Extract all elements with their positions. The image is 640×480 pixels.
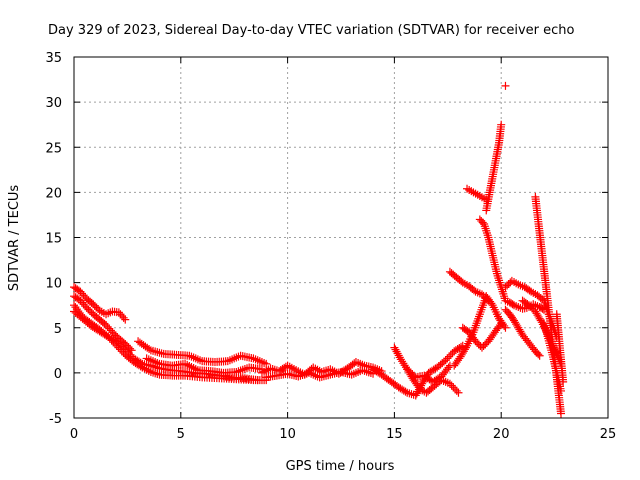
- x-tick-label: 25: [600, 427, 617, 442]
- data-point: [454, 388, 463, 397]
- data-point-interp: [126, 350, 135, 359]
- x-axis-label: GPS time / hours: [286, 459, 395, 474]
- data-point-interp: [124, 349, 133, 358]
- data-point-interp: [451, 385, 460, 394]
- data-point-interp: [401, 387, 410, 396]
- data-point-interp: [487, 299, 496, 308]
- data-point-interp: [136, 358, 145, 367]
- x-tick-label: 0: [70, 427, 78, 442]
- data-point-interp: [508, 300, 517, 309]
- data-point-interp: [495, 321, 504, 330]
- series-arc24: [552, 310, 568, 386]
- series-arc18: [501, 81, 510, 90]
- data-point-interp: [444, 363, 453, 372]
- data-point-interp: [446, 350, 455, 359]
- series-arc11: [403, 361, 454, 386]
- data-point-interp: [449, 383, 458, 392]
- data-point: [557, 386, 566, 395]
- tick-labels: 0 5 10 15 20 25 -5 0 5 10 15 20 25 30 35: [45, 51, 616, 442]
- series-arc19: [501, 305, 544, 360]
- x-tick-label: 15: [386, 427, 403, 442]
- data-point-interp: [452, 386, 461, 395]
- series-arc5: [134, 337, 271, 368]
- data-point: [253, 376, 262, 385]
- y-tick-label: 10: [45, 277, 62, 292]
- y-axis-label: SDTVAR / TECUs: [7, 185, 22, 292]
- y-tick-label: 20: [45, 186, 62, 201]
- y-tick-label: 15: [45, 232, 62, 247]
- y-tick-label: 30: [45, 96, 62, 111]
- data-point-interp: [145, 345, 154, 354]
- tick-marks: [73, 56, 609, 419]
- data-point: [445, 379, 454, 388]
- y-tick-label: 35: [45, 51, 62, 66]
- data-point: [497, 319, 506, 328]
- data-point-interp: [445, 352, 454, 361]
- series-arc2: [70, 292, 136, 355]
- data-point: [557, 409, 566, 418]
- y-tick-label: 5: [54, 322, 62, 337]
- series-arc23: [539, 319, 566, 395]
- data-point: [535, 351, 544, 360]
- data-point: [262, 359, 271, 368]
- data-point-interp: [410, 371, 419, 380]
- x-tick-label: 20: [493, 427, 510, 442]
- data-point: [441, 356, 450, 365]
- series-arc16: [475, 215, 548, 314]
- series-arc1: [70, 283, 130, 324]
- series-arc17: [482, 120, 506, 215]
- data-point: [121, 315, 130, 324]
- chart-title: Day 329 of 2023, Sidereal Day-to-day VTE…: [48, 23, 575, 38]
- x-tick-label: 5: [177, 427, 185, 442]
- grid-lines: [74, 57, 608, 418]
- series-arc8: [262, 366, 378, 382]
- data-point: [501, 81, 510, 90]
- data-marks: [70, 81, 568, 418]
- data-point: [559, 377, 568, 386]
- data-point-interp: [534, 350, 543, 359]
- data-point-interp: [447, 381, 456, 390]
- y-tick-label: 0: [54, 367, 62, 382]
- data-point-interp: [122, 347, 131, 356]
- data-point-interp: [461, 343, 470, 352]
- series-arc14: [458, 319, 506, 352]
- series-arc13: [450, 292, 510, 370]
- y-tick-label: 25: [45, 141, 62, 156]
- data-point-interp: [119, 313, 128, 322]
- data-point: [501, 323, 510, 332]
- y-tick-label: -5: [49, 412, 62, 427]
- data-point: [121, 345, 130, 354]
- x-tick-label: 10: [279, 427, 296, 442]
- data-point-interp: [443, 354, 452, 363]
- data-point: [497, 120, 506, 129]
